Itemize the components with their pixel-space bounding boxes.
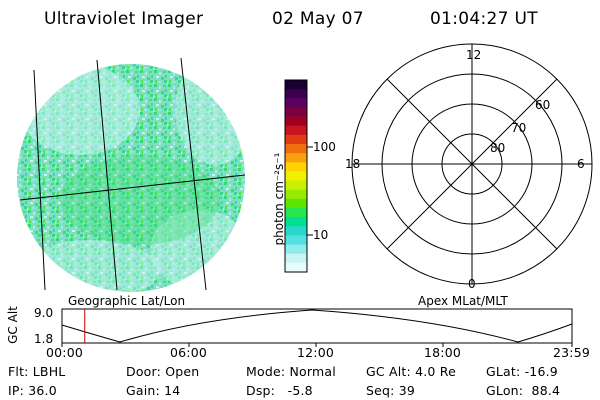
mlt-label-12: 12 bbox=[466, 48, 482, 62]
orbit-plot-frame bbox=[61, 308, 573, 344]
lat-lon-grid bbox=[19, 57, 246, 291]
colorbar-segment bbox=[285, 244, 307, 255]
colorbar-segment bbox=[285, 153, 307, 163]
colorbar-segment bbox=[285, 226, 307, 236]
colorbar-segment bbox=[285, 98, 307, 108]
polar-grid bbox=[351, 43, 593, 285]
colorbar-segment bbox=[285, 198, 307, 209]
colorbar-segment bbox=[285, 125, 307, 136]
colorbar-segment bbox=[285, 262, 307, 273]
orbit-xtick-3: 18:00 bbox=[424, 345, 462, 360]
status-gain: Gain: 14 bbox=[126, 383, 181, 398]
colorbar-segment bbox=[285, 144, 307, 154]
mlt-label-0: 0 bbox=[468, 277, 476, 291]
status-filter: Flt: LBHL bbox=[8, 364, 66, 379]
status-mode: Mode: Normal bbox=[246, 364, 336, 379]
colorbar-segment bbox=[285, 162, 307, 172]
instrument-title: Ultraviolet Imager bbox=[44, 9, 204, 29]
colorbar-segment bbox=[285, 80, 307, 90]
colorbar-segment bbox=[285, 217, 307, 227]
colorbar-tick-10: 10 bbox=[313, 228, 329, 242]
lat-label-70: 70 bbox=[511, 121, 527, 135]
colorbar-tick-100: 100 bbox=[313, 140, 336, 154]
altitude-curve bbox=[61, 309, 573, 343]
image-date: 02 May 07 bbox=[272, 9, 364, 29]
colorbar-segment bbox=[285, 171, 307, 182]
mlt-label-6: 6 bbox=[577, 157, 585, 171]
colorbar-segment bbox=[285, 89, 307, 99]
orbit-ytick-bottom: 1.8 bbox=[34, 332, 54, 346]
polar-caption: Apex MLat/MLT bbox=[418, 294, 508, 308]
geo-caption: Geographic Lat/Lon bbox=[68, 294, 186, 308]
lat-label-60: 60 bbox=[535, 98, 551, 112]
status-ip: IP: 36.0 bbox=[8, 383, 57, 398]
status-glon: GLon: 88.4 bbox=[486, 383, 561, 398]
colorbar-unit-label: photon cm⁻²s⁻¹ bbox=[272, 152, 286, 246]
colorbar-segment bbox=[285, 116, 307, 127]
colorbar-segment bbox=[285, 235, 307, 246]
status-glat: GLat: -16.9 bbox=[486, 364, 558, 379]
orbit-xtick-4: 23:59 bbox=[553, 345, 591, 360]
colorbar-segment bbox=[285, 107, 307, 118]
status-door: Door: Open bbox=[126, 364, 200, 379]
colorbar-segment bbox=[285, 189, 307, 200]
orbit-xtick-2: 12:00 bbox=[297, 345, 335, 360]
color-bar bbox=[285, 80, 307, 273]
status-seq: Seq: 39 bbox=[366, 383, 416, 398]
status-dsp: Dsp: -5.8 bbox=[246, 383, 313, 398]
colorbar-segment bbox=[285, 208, 307, 218]
mlt-label-18: 18 bbox=[345, 157, 361, 171]
orbit-x-ticks bbox=[61, 343, 573, 347]
status-gc-alt: GC Alt: 4.0 Re bbox=[366, 364, 456, 379]
lat-label-80: 80 bbox=[490, 141, 506, 155]
image-time: 01:04:27 UT bbox=[430, 9, 538, 29]
colorbar-segment bbox=[285, 134, 307, 145]
orbit-ylabel: GC Alt bbox=[6, 306, 20, 344]
orbit-xtick-0: 00:00 bbox=[46, 345, 84, 360]
orbit-ytick-top: 9.0 bbox=[34, 306, 54, 320]
orbit-xtick-1: 06:00 bbox=[170, 345, 208, 360]
colorbar-segment bbox=[285, 253, 307, 264]
colorbar-segment bbox=[285, 180, 307, 191]
